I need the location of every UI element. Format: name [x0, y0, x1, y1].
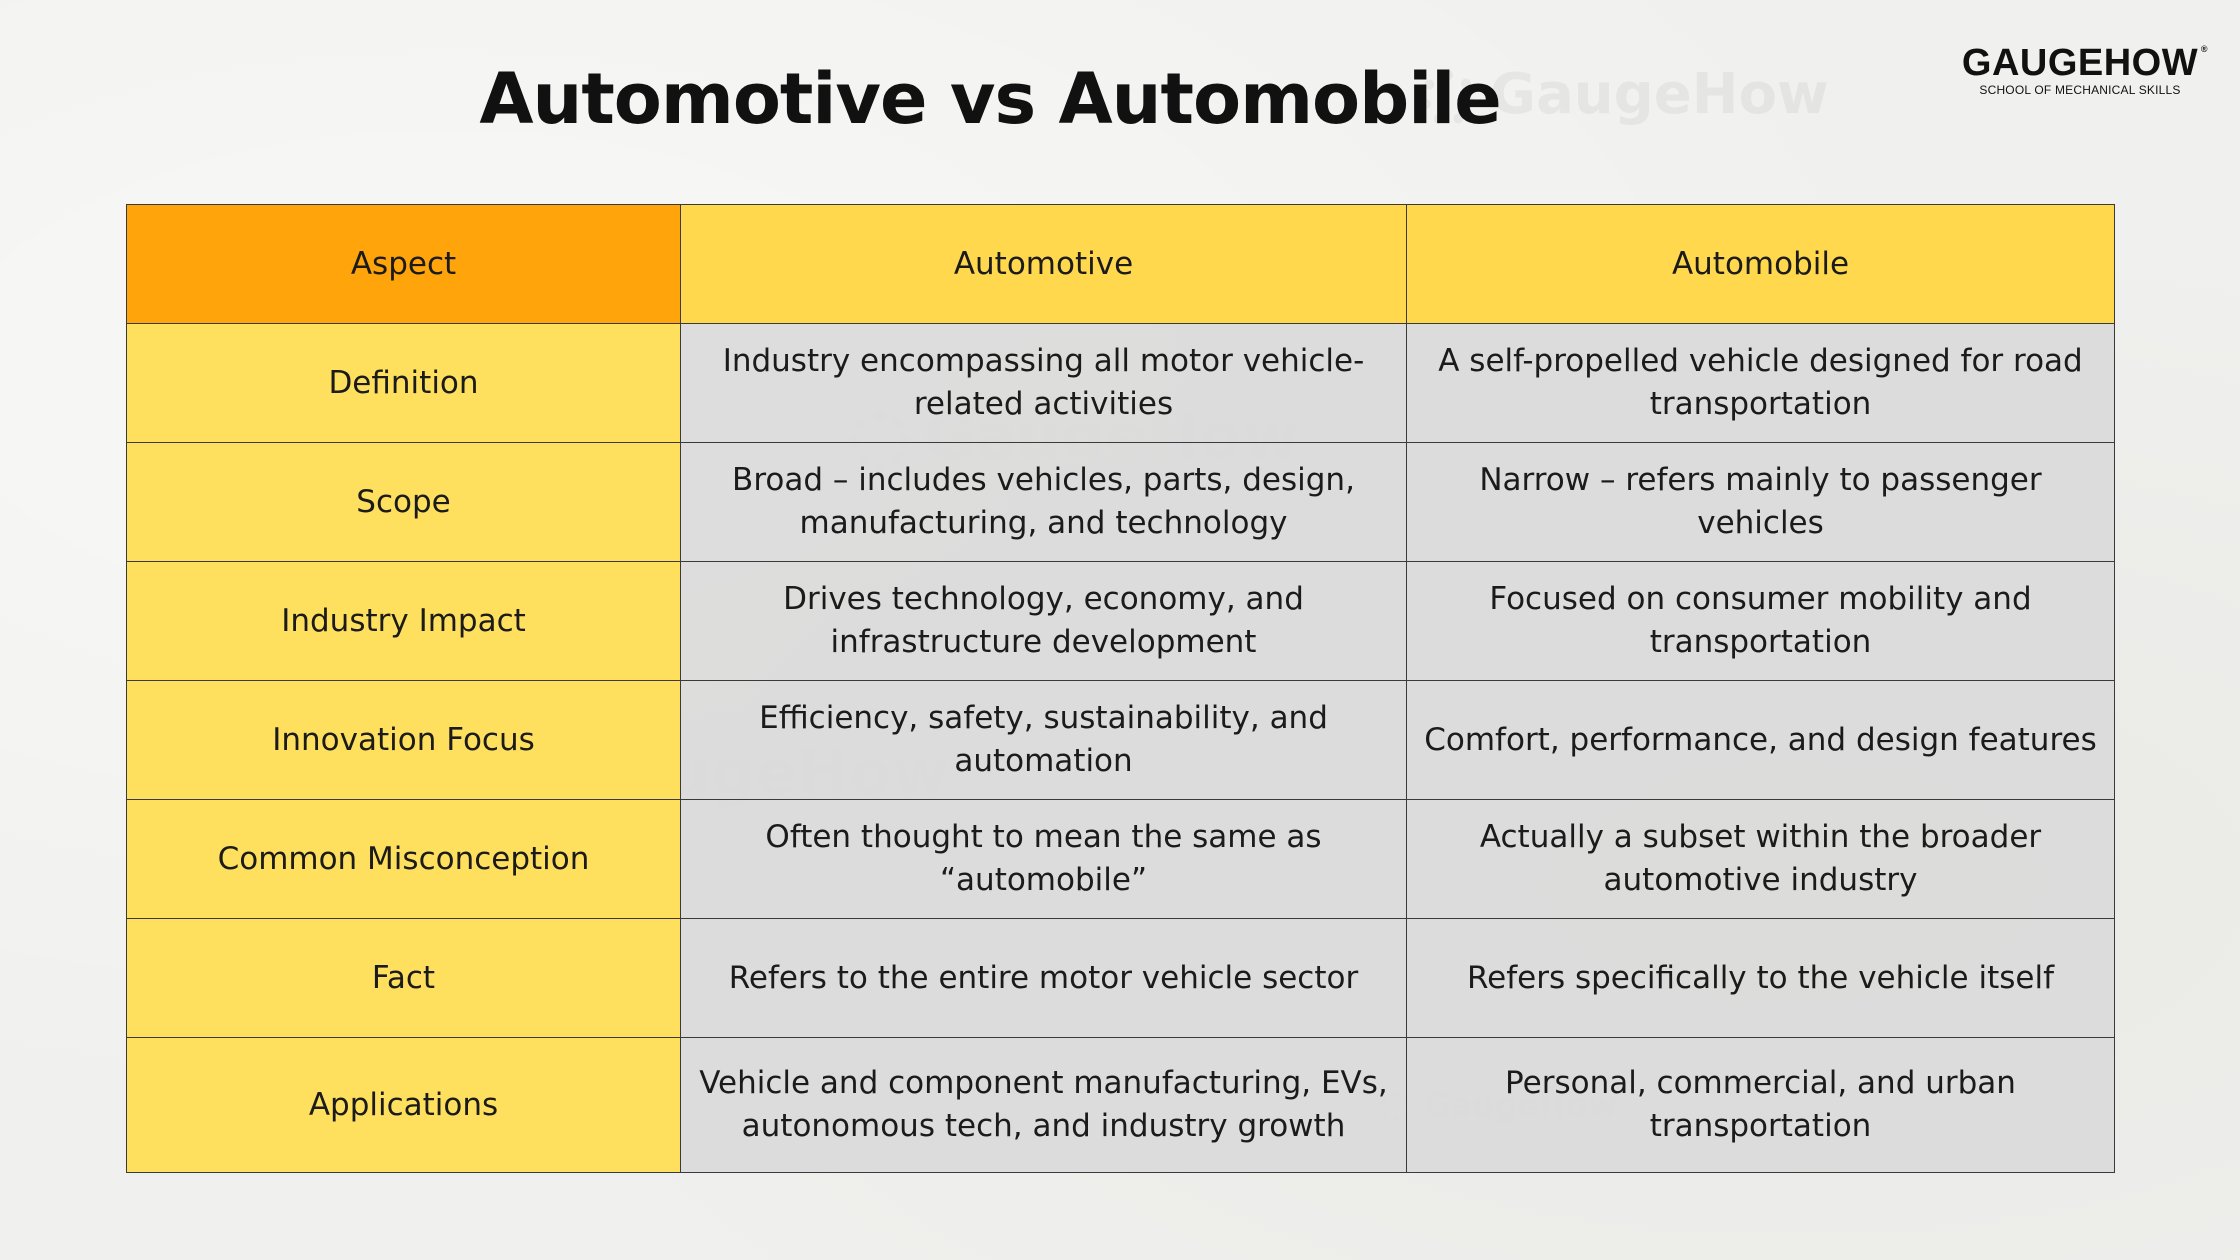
aspect-cell: Industry Impact — [126, 561, 681, 681]
automotive-cell: Industry encompassing all motor vehicle-… — [680, 323, 1407, 443]
aspect-cell: Common Misconception — [126, 799, 681, 919]
table-row: Common Misconception Often thought to me… — [126, 799, 2115, 919]
aspect-cell: Fact — [126, 918, 681, 1038]
table-row: Scope Broad – includes vehicles, parts, … — [126, 442, 2115, 562]
automotive-cell: Refers to the entire motor vehicle secto… — [680, 918, 1407, 1038]
table-row: Fact Refers to the entire motor vehicle … — [126, 918, 2115, 1038]
table-row: Definition Industry encompassing all mot… — [126, 323, 2115, 443]
aspect-cell: Definition — [126, 323, 681, 443]
automobile-cell: Refers specifically to the vehicle itsel… — [1406, 918, 2115, 1038]
registered-mark: ® — [2200, 44, 2208, 54]
logo-tagline: SCHOOL OF MECHANICAL SKILLS — [1979, 83, 2181, 97]
automobile-cell: A self-propelled vehicle designed for ro… — [1406, 323, 2115, 443]
header-automotive: Automotive — [680, 204, 1407, 324]
logo-name: GAUGEHOW ® — [1961, 42, 2208, 84]
automotive-cell: Broad – includes vehicles, parts, design… — [680, 442, 1407, 562]
automobile-cell: Focused on consumer mobility and transpo… — [1406, 561, 2115, 681]
automobile-cell: Narrow – refers mainly to passenger vehi… — [1406, 442, 2115, 562]
automotive-cell: Often thought to mean the same as “autom… — [680, 799, 1407, 919]
automobile-cell: Comfort, performance, and design feature… — [1406, 680, 2115, 800]
aspect-cell: Innovation Focus — [126, 680, 681, 800]
table-row: Applications Vehicle and component manuf… — [126, 1037, 2115, 1173]
header-aspect: Aspect — [126, 204, 681, 324]
table-row: Industry Impact Drives technology, econo… — [126, 561, 2115, 681]
automobile-cell: Actually a subset within the broader aut… — [1406, 799, 2115, 919]
brand-logo: GAUGEHOW ® SCHOOL OF MECHANICAL SKILLS — [1950, 42, 2210, 97]
page-title: Automotive vs Automobile — [479, 58, 1501, 140]
table-header-row: Aspect Automotive Automobile — [126, 204, 2115, 324]
automotive-cell: Vehicle and component manufacturing, EVs… — [680, 1037, 1407, 1173]
header-automobile: Automobile — [1406, 204, 2115, 324]
aspect-cell: Applications — [126, 1037, 681, 1173]
table-row: Innovation Focus Efficiency, safety, sus… — [126, 680, 2115, 800]
comparison-table: Aspect Automotive Automobile Definition … — [126, 204, 2115, 1173]
automobile-cell: Personal, commercial, and urban transpor… — [1406, 1037, 2115, 1173]
automotive-cell: Efficiency, safety, sustainability, and … — [680, 680, 1407, 800]
aspect-cell: Scope — [126, 442, 681, 562]
automotive-cell: Drives technology, economy, and infrastr… — [680, 561, 1407, 681]
